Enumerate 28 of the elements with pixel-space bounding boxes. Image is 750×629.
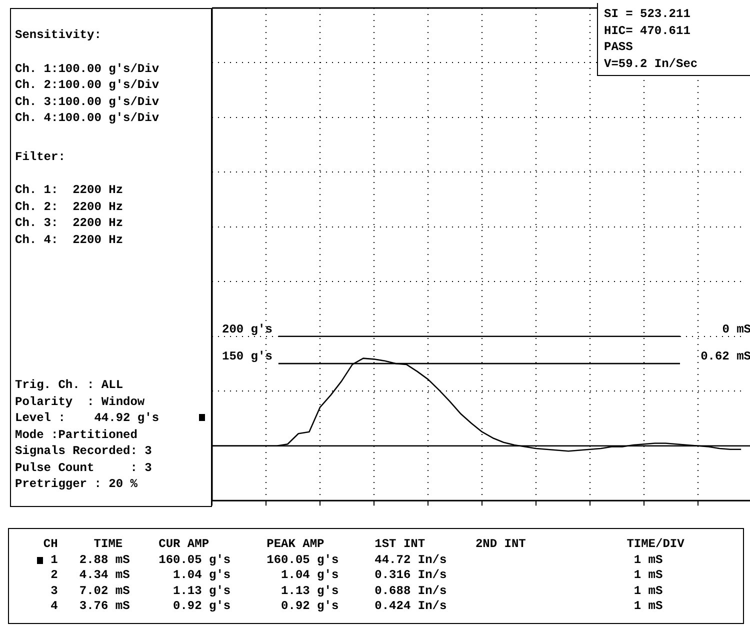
text: Ch. 1:100.00 g's/Div	[15, 60, 160, 77]
text: 4 3.76 mS 0.92 g's 0.92 g's 0.424 In/s 1 mS	[50, 599, 664, 614]
ref-line-label: 150 g's	[222, 350, 272, 364]
text: HIC= 470.611	[604, 22, 692, 39]
text: Pretrigger : 20 %	[15, 476, 138, 492]
text: Polarity : Window	[15, 394, 146, 410]
text: V=59.2 In/Sec	[604, 56, 699, 72]
text: 1 2.88 mS 160.05 g's 160.05 g's 44.72 In/s 1 mS	[50, 552, 664, 568]
text: Level : 44.92 g's	[15, 410, 160, 426]
text: PASS	[604, 39, 634, 56]
ref-line-label: 200 g's	[222, 322, 272, 336]
text: Trig. Ch. : ALL	[15, 377, 124, 394]
text: Ch. 1: 2200 Hz	[15, 182, 124, 198]
text: Ch. 3:100.00 g's/Div	[15, 94, 160, 110]
text: SI = 523.211	[604, 6, 692, 22]
text: Signals Recorded: 3	[15, 443, 153, 460]
text: CH TIME CUR AMP PEAK AMP 1ST INT 2ND INT TIME/DIV	[42, 537, 684, 552]
text: Filter:	[15, 148, 66, 165]
text: 2 4.34 mS 1.04 g's 1.04 g's 0.316 In/s 1 mS	[50, 568, 664, 584]
text: Ch. 2: 2200 Hz	[15, 198, 124, 215]
text: Ch. 4:100.00 g's/Div	[15, 110, 160, 126]
text: Pulse Count : 3	[15, 460, 153, 476]
text: Mode :Partitioned	[15, 426, 138, 443]
text: Ch. 4: 2200 Hz	[15, 232, 124, 248]
text: Sensitivity:	[15, 27, 102, 44]
text: Ch. 3: 2200 Hz	[15, 215, 124, 232]
text: 3 7.02 mS 1.13 g's 1.13 g's 0.688 In/s 1 mS	[50, 584, 664, 599]
text: Ch. 2:100.00 g's/Div	[15, 77, 160, 94]
